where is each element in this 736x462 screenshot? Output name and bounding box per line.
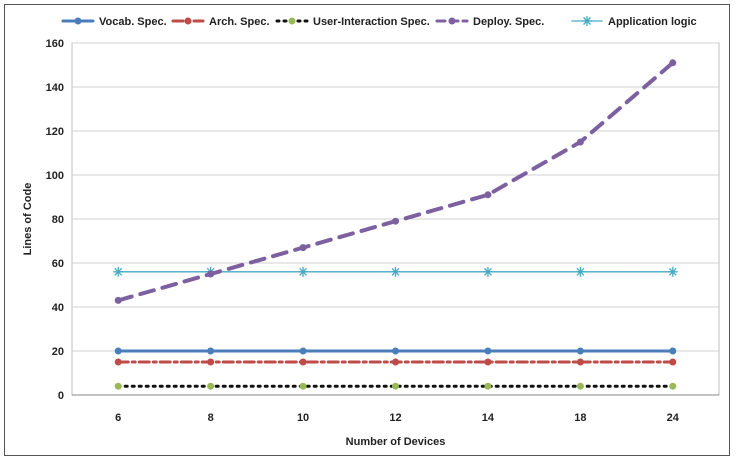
x-tick-label-6: 6 <box>115 412 121 424</box>
data-point-user-interaction-spec-12 <box>392 382 399 390</box>
data-point-deploy-spec-12 <box>392 217 399 225</box>
data-point-arch-spec-8 <box>207 358 215 366</box>
legend-label-vocab-spec: Vocab. Spec. <box>99 16 167 28</box>
data-point-deploy-spec-14 <box>484 191 492 199</box>
legend-label-application-logic: Application logic <box>608 16 697 28</box>
data-point-vocab-spec-8 <box>207 347 215 355</box>
x-tick-label-8: 8 <box>208 412 214 424</box>
data-point-vocab-spec-10 <box>299 347 307 355</box>
data-point-deploy-spec-24 <box>669 59 677 67</box>
data-point-deploy-spec-18 <box>576 138 584 146</box>
legend-label-arch-spec: Arch. Spec. <box>209 16 270 28</box>
legend-marker-user-interaction-spec <box>288 17 296 25</box>
x-axis-title: Number of Devices <box>346 436 446 448</box>
x-tick-label-12: 12 <box>389 412 401 424</box>
data-point-deploy-spec-6 <box>114 296 122 304</box>
data-point-user-interaction-spec-14 <box>484 382 492 390</box>
y-axis-title: Lines of Code <box>22 183 34 256</box>
data-point-user-interaction-spec-6 <box>114 382 122 390</box>
legend-label-user-interaction-spec: User-Interaction Spec. <box>313 16 430 28</box>
data-point-vocab-spec-24 <box>669 347 677 355</box>
data-point-arch-spec-18 <box>576 358 584 366</box>
legend-label-deploy-spec: Deploy. Spec. <box>473 16 544 28</box>
x-tick-label-14: 14 <box>482 412 495 424</box>
chart-frame: 0 20 40 60 80 100 120 140 160 6 8 10 12 14 18 24 Number … <box>4 4 730 456</box>
y-tick-label-20: 20 <box>52 346 64 358</box>
data-point-arch-spec-6 <box>114 358 122 366</box>
data-point-user-interaction-spec-18 <box>576 382 584 390</box>
legend-marker-deploy-spec <box>448 17 456 25</box>
y-tick-label-0: 0 <box>58 390 64 402</box>
data-point-deploy-spec-8 <box>207 270 215 278</box>
data-point-arch-spec-14 <box>484 358 492 366</box>
legend-marker-vocab-spec <box>74 17 82 25</box>
y-tick-label-100: 100 <box>46 170 64 182</box>
x-tick-label-18: 18 <box>574 412 586 424</box>
legend-marker-arch-spec <box>184 17 192 25</box>
data-point-arch-spec-24 <box>669 358 677 366</box>
data-point-user-interaction-spec-24 <box>669 382 677 390</box>
y-tick-label-160: 160 <box>46 38 64 50</box>
data-point-vocab-spec-18 <box>576 347 584 355</box>
data-point-user-interaction-spec-10 <box>299 382 307 390</box>
x-tick-label-10: 10 <box>297 412 309 424</box>
y-tick-label-140: 140 <box>46 82 64 94</box>
y-tick-label-120: 120 <box>46 126 64 138</box>
data-point-vocab-spec-14 <box>484 347 492 355</box>
data-point-arch-spec-10 <box>299 358 307 366</box>
data-point-arch-spec-12 <box>392 358 399 366</box>
data-point-vocab-spec-12 <box>392 347 399 355</box>
y-tick-label-60: 60 <box>52 258 64 270</box>
data-point-user-interaction-spec-8 <box>207 382 215 390</box>
line-chart: 0 20 40 60 80 100 120 140 160 6 8 10 12 14 18 24 Number … <box>22 16 720 448</box>
data-point-vocab-spec-6 <box>114 347 122 355</box>
y-tick-label-80: 80 <box>52 214 64 226</box>
y-tick-label-40: 40 <box>52 302 64 314</box>
data-point-deploy-spec-10 <box>299 244 307 252</box>
series-line-deploy-spec <box>116 60 675 303</box>
x-tick-label-24: 24 <box>667 412 680 424</box>
